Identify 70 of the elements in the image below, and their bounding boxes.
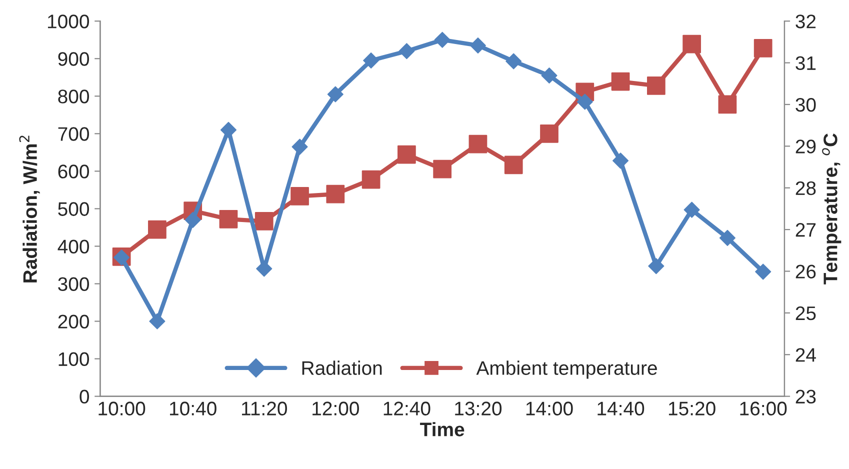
y2-tick-label: 32 (796, 14, 816, 28)
point (504, 156, 523, 174)
point (434, 32, 450, 48)
y2-tick-label: 27 (796, 223, 816, 237)
x-axis-title: Time (420, 422, 464, 436)
point (290, 187, 309, 206)
x-tick-label: 10:40 (170, 402, 216, 416)
point (611, 72, 630, 91)
legend-label: Ambient temperature (476, 360, 657, 379)
point (646, 76, 666, 95)
y2-tick-label: 31 (796, 56, 816, 70)
point (684, 202, 700, 218)
x-tick-label: 10:00 (98, 402, 146, 416)
y-tick-label: 900 (58, 52, 90, 66)
point (541, 67, 558, 84)
point (398, 145, 416, 164)
point (256, 260, 272, 277)
point (254, 212, 274, 230)
y2-tick-label: 26 (796, 264, 816, 278)
point (506, 53, 522, 70)
y-tick-label: 1000 (48, 14, 90, 28)
point (292, 138, 308, 155)
point (719, 230, 736, 246)
y2-tick-label: 25 (796, 306, 816, 320)
x-tick-label: 16:00 (740, 402, 787, 416)
y-tick-label: 200 (58, 314, 90, 328)
legend-label: Radiation (302, 360, 382, 375)
y-tick-label: 800 (58, 90, 90, 104)
point (326, 184, 345, 204)
point (468, 134, 488, 154)
x-tick-label: 15:20 (668, 402, 716, 416)
y-tick-label: 500 (58, 202, 90, 216)
y2-tick-label: 30 (796, 98, 816, 112)
point (363, 52, 380, 69)
y2-tick-label: 29 (796, 140, 816, 154)
point (149, 313, 166, 330)
x-tick-label: 12:00 (312, 402, 359, 416)
point (470, 37, 486, 54)
point (362, 170, 380, 189)
point (148, 220, 166, 239)
y2-tick-label: 23 (796, 390, 816, 404)
point (398, 43, 415, 60)
point (682, 34, 701, 54)
point (755, 264, 772, 280)
y-tick-label: 0 (80, 390, 90, 404)
y-tick-label: 600 (58, 164, 90, 178)
point (433, 160, 452, 178)
y-tick-label: 400 (58, 240, 90, 254)
y-tick-label: 100 (58, 352, 90, 366)
x-tick-label: 14:00 (526, 402, 573, 416)
point (219, 210, 238, 228)
y2-tick-label: 24 (796, 348, 816, 362)
x-tick-label: 13:20 (455, 402, 502, 416)
point (648, 258, 664, 274)
point (754, 39, 772, 58)
y2-axis-title: Temperature, $^{o}$C (822, 133, 842, 284)
y2-tick-label: 28 (796, 181, 816, 196)
point (327, 86, 344, 102)
point (718, 95, 737, 114)
y-tick-label: 700 (58, 127, 90, 141)
x-tick-label: 14:40 (598, 402, 644, 416)
y-tick-label: 300 (58, 277, 90, 291)
x-tick-label: 12:40 (384, 402, 430, 416)
point (184, 212, 201, 228)
point (612, 152, 629, 169)
point (540, 124, 558, 143)
y-axis-title: Radiation, W/m$^{2}$ (19, 136, 40, 282)
point (220, 122, 237, 138)
x-tick-label: 11:20 (242, 402, 287, 416)
point (576, 94, 593, 110)
